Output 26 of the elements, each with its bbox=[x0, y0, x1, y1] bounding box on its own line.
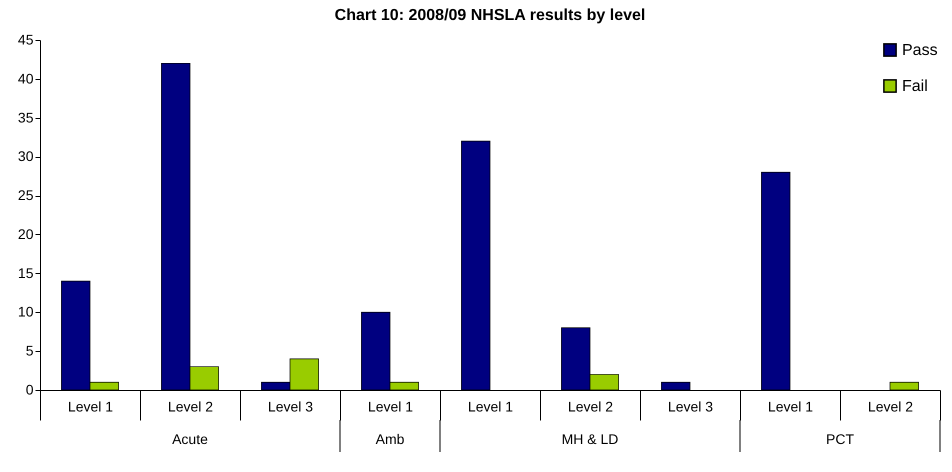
x-tick-label: Level 1 bbox=[768, 398, 814, 414]
x-tick-label: Level 2 bbox=[568, 398, 614, 414]
chart-title: Chart 10: 2008/09 NHSLA results by level bbox=[334, 7, 646, 24]
x-tick-label: Level 2 bbox=[868, 398, 914, 414]
y-tick-label: 0 bbox=[26, 382, 34, 398]
y-tick-label: 15 bbox=[18, 264, 34, 281]
x-tick-label: Level 1 bbox=[468, 398, 514, 414]
text: MH & LD bbox=[562, 431, 618, 447]
x-tick-label: Level 1 bbox=[68, 398, 114, 414]
x-tick-label: Level 2 bbox=[168, 398, 214, 414]
y-tick-label: 20 bbox=[18, 226, 34, 242]
y-tick-label: 45 bbox=[18, 32, 34, 48]
x-tick-label: Level 3 bbox=[268, 398, 314, 414]
y-tick-label: 25 bbox=[18, 187, 34, 204]
legend-label: Fail bbox=[902, 78, 928, 95]
y-tick-label: 40 bbox=[18, 70, 34, 86]
text: Amb bbox=[376, 431, 405, 447]
y-tick-label: 10 bbox=[18, 304, 34, 320]
legend-label: Pass bbox=[902, 42, 938, 59]
x-tick-label: Level 1 bbox=[368, 398, 414, 414]
y-tick-label: 5 bbox=[26, 342, 34, 359]
y-tick-label: 30 bbox=[18, 148, 34, 164]
y-tick-label: 35 bbox=[18, 109, 34, 126]
x-tick-label: Level 3 bbox=[668, 398, 714, 414]
text: Acute bbox=[172, 431, 208, 447]
text: PCT bbox=[826, 431, 854, 447]
